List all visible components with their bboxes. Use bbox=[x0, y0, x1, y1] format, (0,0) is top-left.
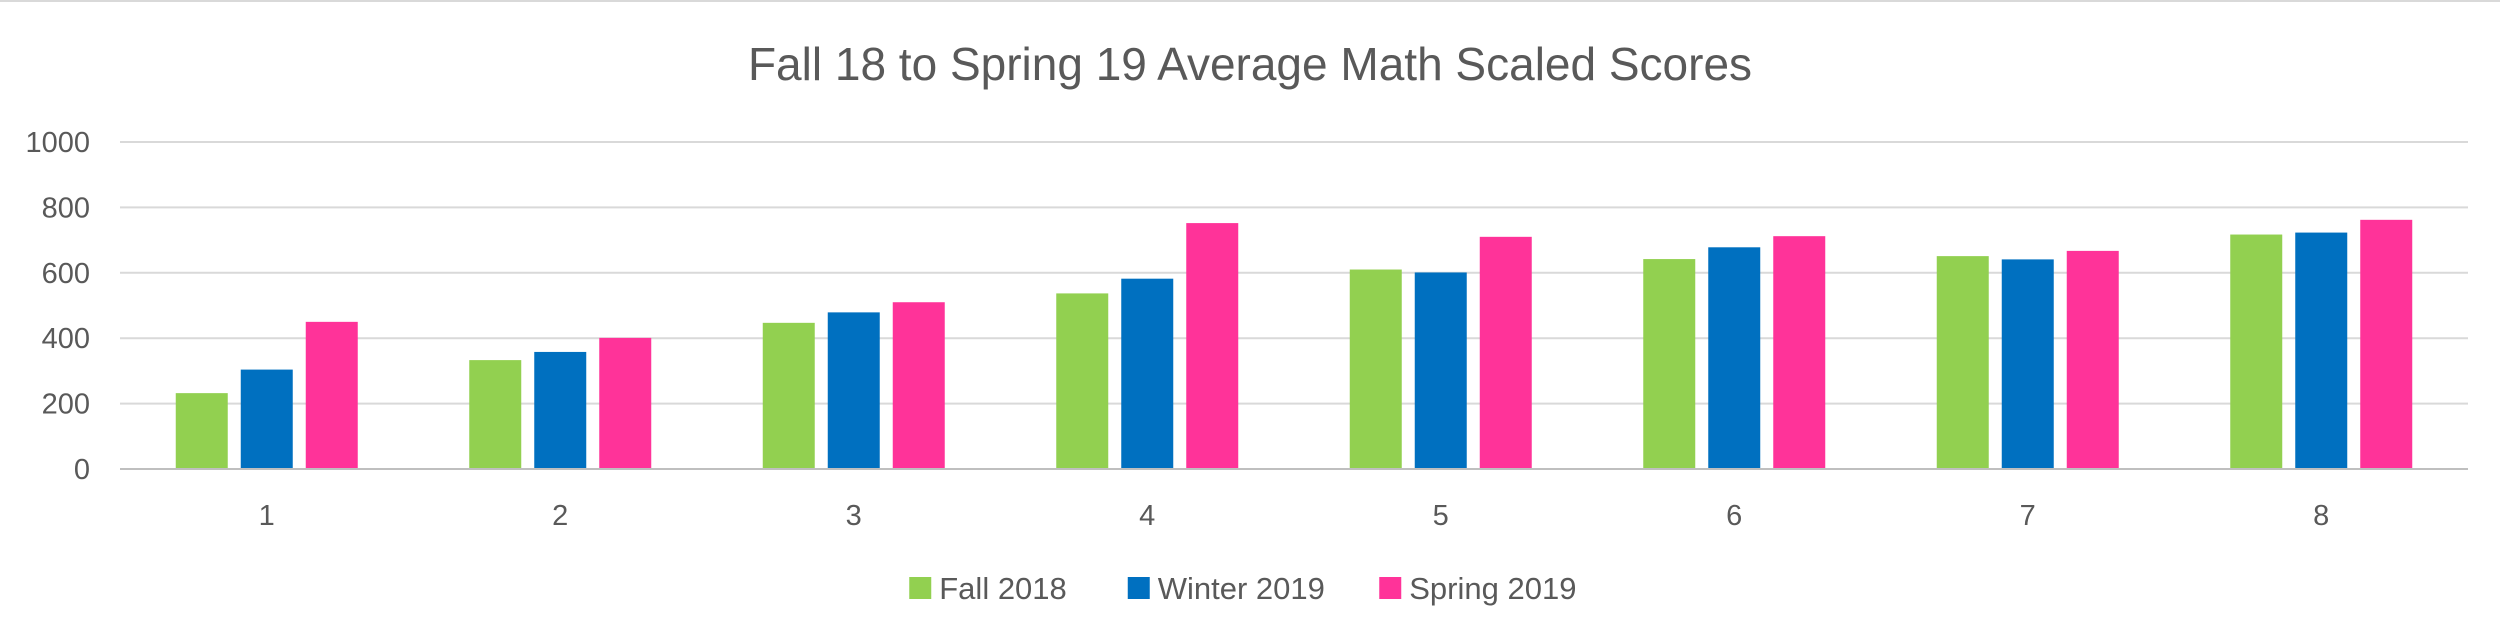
x-tick-label: 8 bbox=[2313, 500, 2329, 532]
bar-winter-2019-grade-8 bbox=[2295, 232, 2348, 469]
bar-spring-2019-grade-8 bbox=[2360, 219, 2413, 469]
bar-spring-2019-grade-2 bbox=[599, 337, 652, 469]
legend: Fall 2018 Winter 2019 Spring 2019 bbox=[909, 571, 1576, 606]
bars bbox=[175, 219, 2413, 469]
bar-winter-2019-grade-5 bbox=[1414, 272, 1467, 469]
bar-spring-2019-grade-6 bbox=[1773, 236, 1826, 469]
legend-label: Fall 2018 bbox=[939, 571, 1067, 606]
x-tick-label: 6 bbox=[1726, 500, 1742, 532]
x-axis-tick-labels: 1 2 3 4 5 6 7 8 bbox=[259, 500, 2330, 532]
bar-spring-2019-grade-4 bbox=[1186, 223, 1239, 469]
bar-fall-2018-grade-4 bbox=[1056, 293, 1109, 469]
bar-fall-2018-grade-6 bbox=[1643, 259, 1696, 469]
bar-spring-2019-grade-5 bbox=[1479, 236, 1532, 469]
bar-spring-2019-grade-7 bbox=[2066, 250, 2119, 469]
legend-label: Spring 2019 bbox=[1409, 571, 1576, 606]
bar-spring-2019-grade-1 bbox=[305, 321, 358, 469]
y-tick-label: 800 bbox=[42, 192, 90, 224]
y-tick-label: 0 bbox=[74, 454, 90, 486]
x-tick-label: 4 bbox=[1139, 500, 1155, 532]
y-tick-label: 600 bbox=[42, 258, 90, 290]
x-tick-label: 3 bbox=[846, 500, 862, 532]
chart-title: Fall 18 to Spring 19 Average Math Scaled… bbox=[748, 38, 1752, 90]
bar-winter-2019-grade-4 bbox=[1121, 278, 1174, 469]
bar-fall-2018-grade-3 bbox=[762, 322, 815, 469]
bar-fall-2018-grade-5 bbox=[1349, 269, 1402, 469]
bar-fall-2018-grade-7 bbox=[1936, 256, 1989, 469]
bar-winter-2019-grade-1 bbox=[240, 369, 293, 469]
legend-swatch bbox=[1127, 577, 1150, 599]
bar-winter-2019-grade-7 bbox=[2001, 259, 2054, 469]
bar-fall-2018-grade-1 bbox=[175, 393, 228, 469]
x-tick-label: 7 bbox=[2020, 500, 2036, 532]
legend-swatch bbox=[1379, 577, 1402, 599]
bar-fall-2018-grade-8 bbox=[2230, 234, 2283, 469]
legend-item: Winter 2019 bbox=[1127, 571, 1325, 606]
legend-swatch bbox=[909, 577, 932, 599]
y-axis-tick-labels: 0 200 400 600 800 1000 bbox=[25, 127, 90, 486]
bar-fall-2018-grade-2 bbox=[469, 360, 522, 469]
bar-winter-2019-grade-6 bbox=[1708, 247, 1761, 469]
y-tick-label: 400 bbox=[42, 323, 90, 355]
y-tick-label: 1000 bbox=[25, 127, 90, 159]
legend-item: Spring 2019 bbox=[1379, 571, 1576, 606]
bar-winter-2019-grade-2 bbox=[534, 351, 587, 469]
legend-item: Fall 2018 bbox=[909, 571, 1067, 606]
x-tick-label: 1 bbox=[259, 500, 275, 532]
y-tick-label: 200 bbox=[42, 389, 90, 421]
legend-label: Winter 2019 bbox=[1158, 571, 1325, 606]
x-tick-label: 2 bbox=[552, 500, 568, 532]
bar-winter-2019-grade-3 bbox=[827, 312, 880, 469]
bar-spring-2019-grade-3 bbox=[892, 302, 945, 469]
x-tick-label: 5 bbox=[1433, 500, 1449, 532]
